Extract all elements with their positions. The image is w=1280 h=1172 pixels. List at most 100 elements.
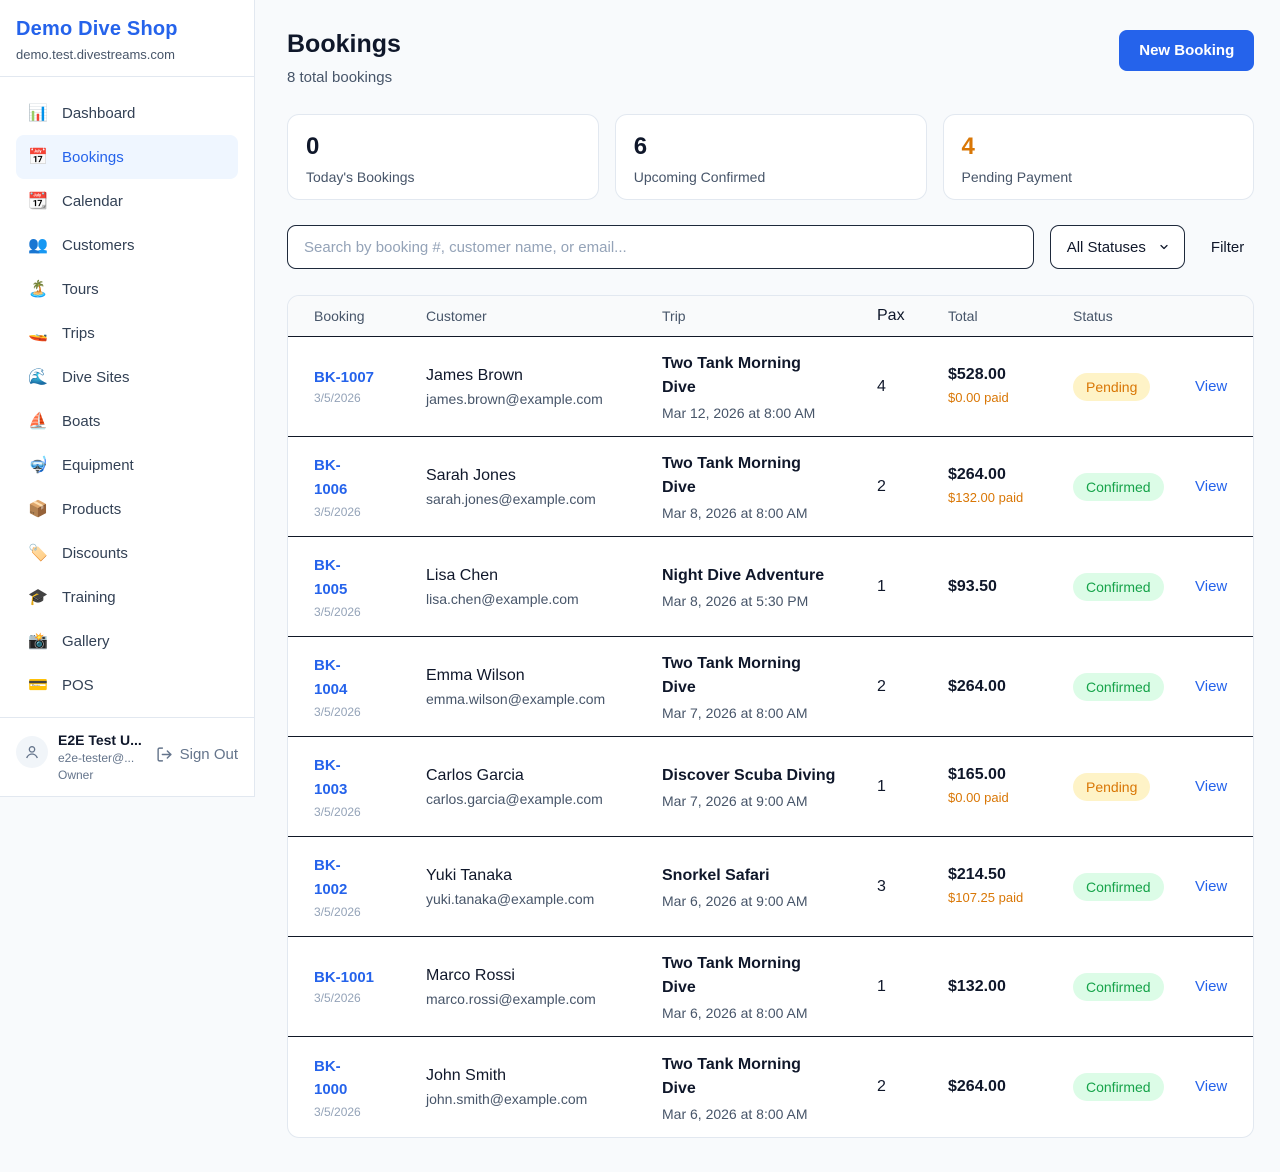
dashboard-icon: 📊 [28, 105, 48, 122]
view-link[interactable]: View [1195, 677, 1228, 695]
stats-row: 0 Today's Bookings 6 Upcoming Confirmed … [287, 114, 1255, 200]
view-link[interactable]: View [1195, 877, 1228, 895]
total-amount: $165.00 [948, 765, 1006, 783]
user-role: Owner [58, 768, 94, 782]
sidebar-item-pos[interactable]: 💳 POS [16, 663, 238, 707]
view-link[interactable]: View [1195, 977, 1228, 995]
view-link[interactable]: View [1195, 477, 1228, 495]
col-header-status: Status [1073, 308, 1113, 324]
sidebar-item-dive-sites[interactable]: 🌊 Dive Sites [16, 355, 238, 399]
trip-name: Two Tank Morning Dive [662, 655, 801, 696]
table-row: BK-1004 3/5/2026 Emma Wilson emma.wilson… [288, 637, 1254, 737]
sidebar-item-dashboard[interactable]: 📊 Dashboard [16, 91, 238, 135]
booking-id-link[interactable]: BK-1002 [314, 857, 348, 898]
customer-name: James Brown [426, 366, 523, 384]
trip-name: Two Tank Morning Dive [662, 355, 801, 396]
pax-count: 2 [877, 677, 886, 695]
trip-datetime: Mar 6, 2026 at 8:00 AM [662, 1105, 808, 1122]
sign-out-button[interactable]: Sign Out [156, 746, 238, 763]
pax-count: 1 [877, 777, 886, 795]
bookings-icon: 📅 [28, 149, 48, 166]
status-badge: Confirmed [1073, 572, 1164, 601]
page-header: Bookings 8 total bookings New Booking [287, 30, 1255, 86]
trip-datetime: Mar 6, 2026 at 8:00 AM [662, 1005, 808, 1021]
main-content: Bookings 8 total bookings New Booking 0 … [255, 0, 1280, 1172]
sidebar-item-bookings[interactable]: 📅 Bookings [16, 135, 238, 179]
customer-email: james.brown@example.com [426, 390, 603, 407]
booking-created-date: 3/5/2026 [314, 390, 361, 405]
sidebar-item-equipment[interactable]: 🤿 Equipment [16, 443, 238, 487]
gallery-icon: 📸 [28, 633, 48, 650]
brand-block: Demo Dive Shop demo.test.divestreams.com [0, 0, 254, 77]
pax-count: 1 [877, 577, 886, 595]
shop-name: Demo Dive Shop [16, 18, 178, 40]
pax-count: 1 [877, 977, 886, 995]
sidebar-item-customers[interactable]: 👥 Customers [16, 223, 238, 267]
search-input[interactable] [287, 225, 1034, 269]
sidebar-item-discounts[interactable]: 🏷️ Discounts [16, 531, 238, 575]
total-amount: $264.00 [948, 1078, 1006, 1095]
view-link[interactable]: View [1195, 1078, 1228, 1095]
trip-datetime: Mar 8, 2026 at 8:00 AM [662, 505, 808, 521]
booking-id-link[interactable]: BK-1004 [314, 657, 348, 698]
sidebar-item-boats[interactable]: ⛵ Boats [16, 399, 238, 443]
booking-id-link[interactable]: BK-1007 [314, 368, 375, 386]
table-row: BK-1002 3/5/2026 Yuki Tanaka yuki.tanaka… [288, 837, 1254, 937]
total-amount: $93.50 [948, 577, 997, 595]
status-badge: Confirmed [1073, 872, 1164, 901]
col-header-booking: Booking [314, 308, 365, 324]
booking-id-link[interactable]: BK-1006 [314, 457, 348, 498]
chevron-down-icon [1160, 244, 1168, 250]
sidebar-item-label: Calendar [62, 192, 123, 210]
sign-out-label: Sign Out [179, 746, 238, 763]
view-link[interactable]: View [1195, 577, 1228, 595]
booking-id-link[interactable]: BK-1003 [314, 757, 348, 798]
sidebar-item-label: Equipment [62, 456, 134, 474]
booking-id-link[interactable]: BK-1005 [314, 557, 348, 598]
status-badge: Confirmed [1073, 672, 1164, 701]
stat-card-upcoming-confirmed: 6 Upcoming Confirmed [614, 114, 927, 200]
booking-created-date: 3/5/2026 [314, 804, 361, 819]
avatar [16, 736, 48, 768]
customer-email: lisa.chen@example.com [426, 590, 579, 607]
user-box: E2E Test U... e2e-tester@... Owner Sign … [0, 717, 254, 796]
view-link[interactable]: View [1195, 777, 1228, 795]
sidebar-item-products[interactable]: 📦 Products [16, 487, 238, 531]
training-icon: 🎓 [28, 589, 48, 606]
table-header-row: Booking Customer Trip Pax Total Status [288, 296, 1254, 337]
filter-row: All Statuses Filter [287, 225, 1254, 269]
sidebar-item-label: Dashboard [62, 104, 136, 122]
sidebar-item-label: Customers [62, 236, 135, 254]
customer-name: John Smith [426, 1067, 507, 1084]
discounts-icon: 🏷️ [28, 545, 48, 562]
table-row: BK-1005 3/5/2026 Lisa Chen lisa.chen@exa… [288, 537, 1254, 637]
trip-name: Two Tank Morning Dive [662, 955, 801, 996]
total-amount: $264.00 [948, 677, 1006, 695]
trip-datetime: Mar 7, 2026 at 9:00 AM [662, 793, 808, 809]
stat-label: Today's Bookings [306, 169, 415, 185]
trip-name: Two Tank Morning Dive [662, 455, 801, 496]
sidebar-item-training[interactable]: 🎓 Training [16, 575, 238, 619]
sidebar-item-tours[interactable]: 🏝️ Tours [16, 267, 238, 311]
new-booking-button[interactable]: New Booking [1119, 30, 1255, 71]
filter-button[interactable]: Filter [1210, 238, 1245, 256]
sidebar-item-calendar[interactable]: 📆 Calendar [16, 179, 238, 223]
sidebar-item-gallery[interactable]: 📸 Gallery [16, 619, 238, 663]
sidebar-item-label: Tours [62, 280, 99, 298]
booking-id-link[interactable]: BK-1000 [314, 1057, 348, 1098]
status-select[interactable]: All Statuses [1049, 225, 1185, 269]
sidebar-item-label: Bookings [62, 148, 124, 166]
person-icon [26, 746, 38, 759]
booking-created-date: 3/5/2026 [314, 990, 361, 1005]
tours-icon: 🏝️ [28, 281, 48, 298]
customer-email: yuki.tanaka@example.com [426, 890, 595, 907]
stat-card-pending-payment: 4 Pending Payment [942, 114, 1255, 200]
customers-icon: 👥 [28, 237, 48, 254]
sidebar-item-trips[interactable]: 🚤 Trips [16, 311, 238, 355]
trip-name: Snorkel Safari [662, 867, 770, 884]
status-badge: Confirmed [1073, 1073, 1164, 1101]
bookings-table: Booking Customer Trip Pax Total Status B… [287, 295, 1255, 1138]
view-link[interactable]: View [1195, 377, 1228, 395]
trip-datetime: Mar 7, 2026 at 8:00 AM [662, 705, 808, 721]
booking-id-link[interactable]: BK-1001 [314, 968, 375, 986]
